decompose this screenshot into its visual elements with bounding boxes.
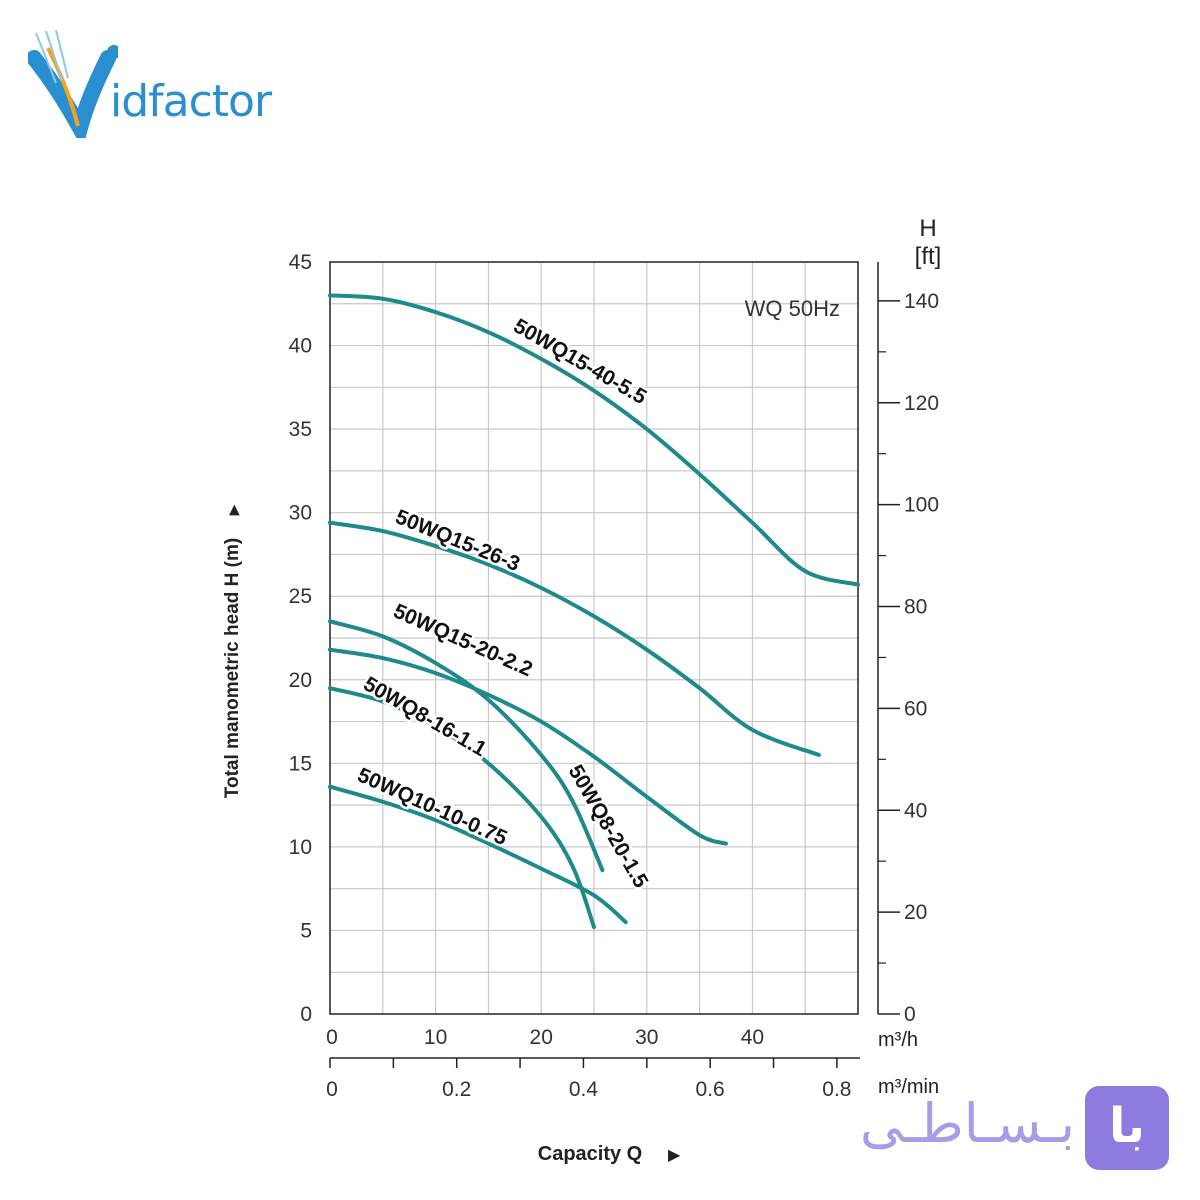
series-label-group: 50WQ15-40-5.5 <box>507 312 653 412</box>
plot-frame <box>329 261 859 1015</box>
bird-v-icon <box>28 29 118 138</box>
series-label-group: 50WQ10-10-0.75 <box>351 761 513 853</box>
x-tick-label-m3h: 40 <box>741 1026 764 1049</box>
x-axis-arrow-icon: ▶ <box>668 1147 681 1164</box>
y-tick-label: 40 <box>289 335 312 358</box>
y-tick-label: 25 <box>289 585 312 608</box>
badge-box-text: با <box>1108 1098 1146 1154</box>
y2-tick-label: 120 <box>904 392 939 415</box>
series-line-50WQ10-10-0.75 <box>328 784 628 925</box>
x-unit-secondary: m³/min <box>878 1076 939 1098</box>
series-label-group: 50WQ15-20-2.2 <box>387 597 538 684</box>
ticks: 0 5 10 15 20 25 30 35 40 45 0 10 20 30 40 0 0.2 0.4 0.6 0.8… <box>289 251 939 1101</box>
y-tick-label: 5 <box>300 919 312 942</box>
series-label: 50WQ10-10-0.75 <box>354 764 511 851</box>
x-axis-label: Capacity Q <box>538 1143 642 1165</box>
y2-axis-unit: [ft] <box>915 243 942 270</box>
x-tick-label-m3min: 0.2 <box>442 1078 471 1101</box>
vidfactor-logo: idfactor <box>28 28 318 138</box>
y-tick-label: 30 <box>289 502 312 525</box>
x-tick-label-m3h: 0 <box>326 1026 338 1049</box>
x-tick-label-m3min: 0.8 <box>822 1078 851 1101</box>
badge-text: بـسـاطـی <box>859 1092 1075 1155</box>
y2-axis-label: H <box>919 215 936 242</box>
y-tick-label: 15 <box>289 752 312 775</box>
y2-tick-label: 0 <box>904 1003 916 1026</box>
y-tick-label: 0 <box>300 1003 312 1026</box>
y-tick-label: 20 <box>289 669 312 692</box>
y2-tick-label: 80 <box>904 596 927 619</box>
x-tick-label-m3h: 10 <box>424 1026 447 1049</box>
series-line-50WQ8-16-1.1 <box>328 686 596 930</box>
series-label: 50WQ15-40-5.5 <box>510 314 651 409</box>
y-tick-label: 45 <box>289 251 312 274</box>
y2-tick-label: 140 <box>904 290 939 313</box>
y-axis-label: Total manometric head H (m) <box>222 538 243 798</box>
y2-tick-label: 20 <box>904 901 927 924</box>
x-tick-label-m3h: 20 <box>530 1026 553 1049</box>
y-tick-label: 10 <box>289 836 312 859</box>
y2-tick-label: 40 <box>904 799 927 822</box>
chart-title: WQ 50Hz <box>745 296 840 321</box>
logo-text: idfactor <box>110 76 272 127</box>
y-axis-arrow-icon: ▶ <box>225 504 241 515</box>
series-line-50WQ15-20-2.2 <box>328 647 728 846</box>
x-tick-label-m3h: 30 <box>635 1026 658 1049</box>
series-line-50WQ8-20-1.5 <box>328 619 605 873</box>
series-line-50WQ15-40-5.5 <box>328 293 860 587</box>
series-label: 50WQ15-20-2.2 <box>390 600 536 682</box>
y-tick-label: 35 <box>289 418 312 441</box>
x-unit-primary: m³/h <box>878 1029 918 1051</box>
y2-tick-label: 100 <box>904 494 939 517</box>
x-tick-label-m3min: 0.4 <box>569 1078 599 1101</box>
badge-box: با <box>1085 1086 1169 1170</box>
y2-tick-label: 60 <box>904 697 927 720</box>
basati-badge: بـسـاطـی با <box>830 1082 1180 1174</box>
x-tick-label-m3min: 0 <box>326 1078 338 1101</box>
x-tick-label-m3min: 0.6 <box>696 1078 725 1101</box>
series-line-50WQ15-26-3 <box>328 520 821 757</box>
